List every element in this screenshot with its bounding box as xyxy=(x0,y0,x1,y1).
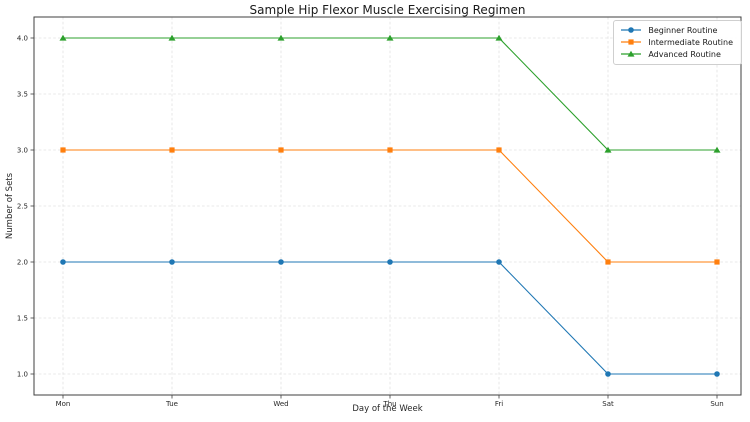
triangle-marker xyxy=(59,34,67,41)
x-tick-label: Tue xyxy=(165,400,178,408)
triangle-marker xyxy=(168,34,176,41)
x-tick-label: Sun xyxy=(710,400,723,408)
legend-label: Beginner Routine xyxy=(648,25,718,35)
square-marker xyxy=(60,147,66,153)
triangle-marker xyxy=(386,34,394,41)
circle-marker xyxy=(496,259,502,265)
circle-marker xyxy=(169,259,175,265)
circle-marker xyxy=(628,27,635,33)
legend-label: Advanced Routine xyxy=(648,49,721,59)
square-marker xyxy=(714,259,720,265)
square-marker xyxy=(169,147,175,153)
y-tick-label: 1.0 xyxy=(17,370,28,378)
y-axis-title: Number of Sets xyxy=(5,172,15,240)
circle-marker xyxy=(605,371,611,377)
x-tick-label: Mon xyxy=(56,400,71,408)
legend-item: Beginner Routine xyxy=(620,25,733,35)
y-tick-label: 1.5 xyxy=(17,314,28,322)
x-axis-title: Day of the Week xyxy=(352,404,423,414)
legend: Beginner Routine Intermediate Routine Adva… xyxy=(613,20,742,65)
circle-marker xyxy=(714,371,720,377)
x-tick-label: Wed xyxy=(273,400,288,408)
square-marker xyxy=(628,39,634,45)
x-tick-label: Sat xyxy=(602,400,614,408)
triangle-marker xyxy=(627,50,635,57)
square-marker xyxy=(387,147,393,153)
x-tick-label: Fri xyxy=(495,400,503,408)
legend-swatch xyxy=(621,27,642,33)
y-tick-label: 2.5 xyxy=(17,202,28,210)
triangle-marker xyxy=(495,34,503,41)
circle-marker xyxy=(278,259,284,265)
y-tick-label: 4.0 xyxy=(17,34,28,42)
legend-item: Intermediate Routine xyxy=(620,37,733,47)
y-tick-label: 3.5 xyxy=(17,90,28,98)
y-tick-label: 2.0 xyxy=(17,258,28,266)
triangle-marker xyxy=(713,146,721,153)
triangle-marker xyxy=(277,34,285,41)
square-marker xyxy=(496,147,502,153)
legend-swatch xyxy=(621,50,642,57)
circle-marker xyxy=(387,259,393,265)
circle-marker xyxy=(60,259,66,265)
legend-label: Intermediate Routine xyxy=(648,37,733,47)
legend-swatch xyxy=(621,39,642,45)
square-marker xyxy=(605,259,611,265)
x-tick-label: Thu xyxy=(382,400,396,408)
legend-item: Advanced Routine xyxy=(620,49,733,59)
chart-title: Sample Hip Flexor Muscle Exercising Regi… xyxy=(249,3,526,17)
triangle-marker xyxy=(604,146,612,153)
y-tick-label: 3.0 xyxy=(17,146,28,154)
square-marker xyxy=(278,147,284,153)
